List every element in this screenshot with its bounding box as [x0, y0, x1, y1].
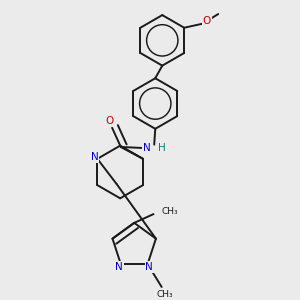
Text: N: N	[146, 262, 153, 272]
Text: N: N	[115, 262, 123, 272]
Text: CH₃: CH₃	[161, 207, 178, 216]
Text: O: O	[106, 116, 114, 126]
Text: N: N	[142, 143, 150, 153]
Text: H: H	[158, 143, 166, 153]
Text: CH₃: CH₃	[156, 290, 173, 299]
Text: N: N	[91, 152, 98, 162]
Text: O: O	[203, 16, 211, 26]
